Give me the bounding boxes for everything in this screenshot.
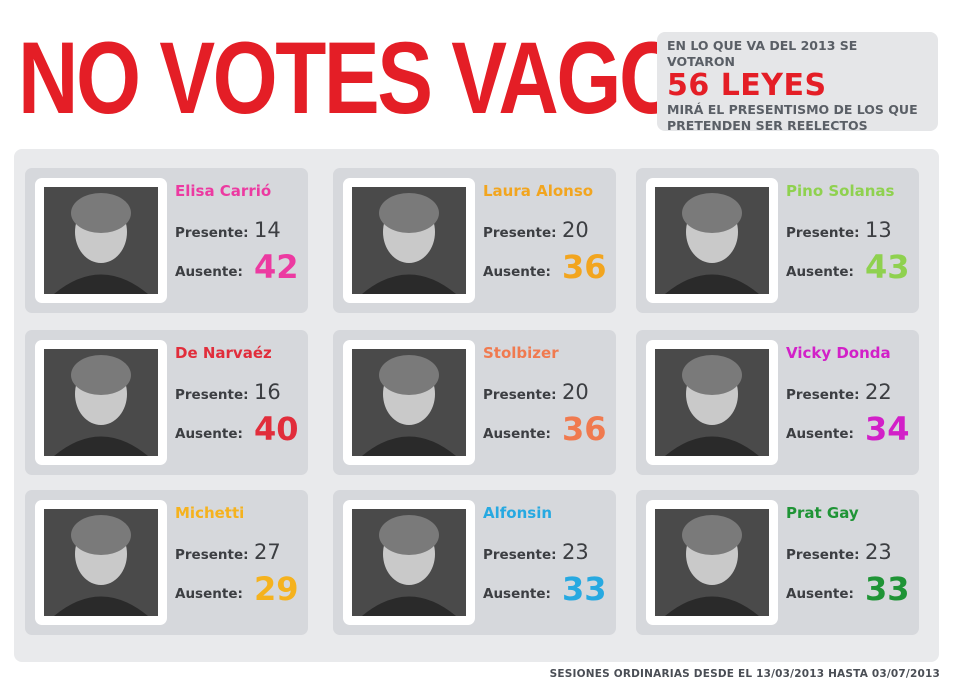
present-count: 23	[562, 540, 589, 564]
present-count: 20	[562, 218, 589, 242]
absent-label: Ausente:	[483, 586, 551, 602]
present-label: Presente:	[175, 547, 249, 563]
legislator-card: Laura Alonso Presente: 20 Ausente: 36	[333, 168, 616, 313]
headline: NO VOTES VAGOS	[18, 21, 737, 135]
absent-count: 42	[254, 248, 299, 286]
legislator-name: Pino Solanas	[786, 182, 895, 200]
info-line-a: MIRÁ EL PRESENTISMO DE LOS QUE	[667, 102, 918, 117]
absent-count: 43	[865, 248, 910, 286]
absent-count: 40	[254, 410, 299, 448]
absent-count: 33	[562, 570, 607, 608]
legislator-card: Vicky Donda Presente: 22 Ausente: 34	[636, 330, 919, 475]
legislator-name: Stolbizer	[483, 344, 559, 362]
portrait-photo	[655, 187, 769, 294]
present-count: 14	[254, 218, 281, 242]
legislator-card: Pino Solanas Presente: 13 Ausente: 43	[636, 168, 919, 313]
info-intro: EN LO QUE VA DEL 2013 SE VOTARON	[667, 38, 858, 69]
legislators-grid: Elisa Carrió Presente: 14 Ausente: 42 Laura A…	[14, 149, 939, 662]
info-box: EN LO QUE VA DEL 2013 SE VOTARON 56 LEYE…	[657, 32, 938, 133]
legislator-name: Alfonsin	[483, 504, 553, 522]
present-count: 13	[865, 218, 892, 242]
absent-label: Ausente:	[483, 264, 551, 280]
present-label: Presente:	[786, 387, 860, 403]
absent-label: Ausente:	[786, 264, 854, 280]
legislator-name: Vicky Donda	[786, 344, 891, 362]
absent-count: 29	[254, 570, 299, 608]
absent-label: Ausente:	[175, 586, 243, 602]
present-count: 16	[254, 380, 281, 404]
present-label: Presente:	[175, 225, 249, 241]
portrait-photo	[655, 509, 769, 616]
legislator-card: De Narvaéz Presente: 16 Ausente: 40	[25, 330, 308, 475]
legislator-name: De Narvaéz	[175, 344, 272, 362]
portrait-frame	[646, 500, 778, 625]
portrait-frame	[343, 500, 475, 625]
portrait-frame	[35, 500, 167, 625]
present-label: Presente:	[483, 387, 557, 403]
footer-note: SESIONES ORDINARIAS DESDE EL 13/03/2013 …	[549, 668, 940, 680]
legislator-card: Prat Gay Presente: 23 Ausente: 33	[636, 490, 919, 635]
portrait-frame	[646, 340, 778, 465]
portrait-photo	[44, 509, 158, 616]
legislator-name: Prat Gay	[786, 504, 859, 522]
legislator-card: Alfonsin Presente: 23 Ausente: 33	[333, 490, 616, 635]
absent-count: 36	[562, 410, 607, 448]
portrait-photo	[352, 349, 466, 456]
portrait-frame	[343, 178, 475, 303]
present-count: 23	[865, 540, 892, 564]
portrait-frame	[343, 340, 475, 465]
absent-count: 36	[562, 248, 607, 286]
absent-count: 33	[865, 570, 910, 608]
present-count: 22	[865, 380, 892, 404]
absent-label: Ausente:	[175, 426, 243, 442]
portrait-photo	[352, 187, 466, 294]
legislator-name: Elisa Carrió	[175, 182, 272, 200]
portrait-photo	[352, 509, 466, 616]
legislator-card: Michetti Presente: 27 Ausente: 29	[25, 490, 308, 635]
absent-label: Ausente:	[175, 264, 243, 280]
present-count: 27	[254, 540, 281, 564]
portrait-frame	[35, 178, 167, 303]
absent-label: Ausente:	[786, 426, 854, 442]
legislator-name: Michetti	[175, 504, 245, 522]
portrait-photo	[44, 187, 158, 294]
portrait-photo	[655, 349, 769, 456]
legislator-card: Elisa Carrió Presente: 14 Ausente: 42	[25, 168, 308, 313]
legislator-name: Laura Alonso	[483, 182, 594, 200]
absent-label: Ausente:	[786, 586, 854, 602]
legislator-card: Stolbizer Presente: 20 Ausente: 36	[333, 330, 616, 475]
present-label: Presente:	[786, 547, 860, 563]
present-count: 20	[562, 380, 589, 404]
portrait-photo	[44, 349, 158, 456]
present-label: Presente:	[483, 547, 557, 563]
portrait-frame	[35, 340, 167, 465]
info-laws-count: 56 LEYES	[667, 68, 827, 103]
absent-label: Ausente:	[483, 426, 551, 442]
portrait-frame	[646, 178, 778, 303]
absent-count: 34	[865, 410, 910, 448]
info-line-b: PRETENDEN SER REELECTOS	[667, 118, 868, 133]
present-label: Presente:	[483, 225, 557, 241]
present-label: Presente:	[786, 225, 860, 241]
present-label: Presente:	[175, 387, 249, 403]
